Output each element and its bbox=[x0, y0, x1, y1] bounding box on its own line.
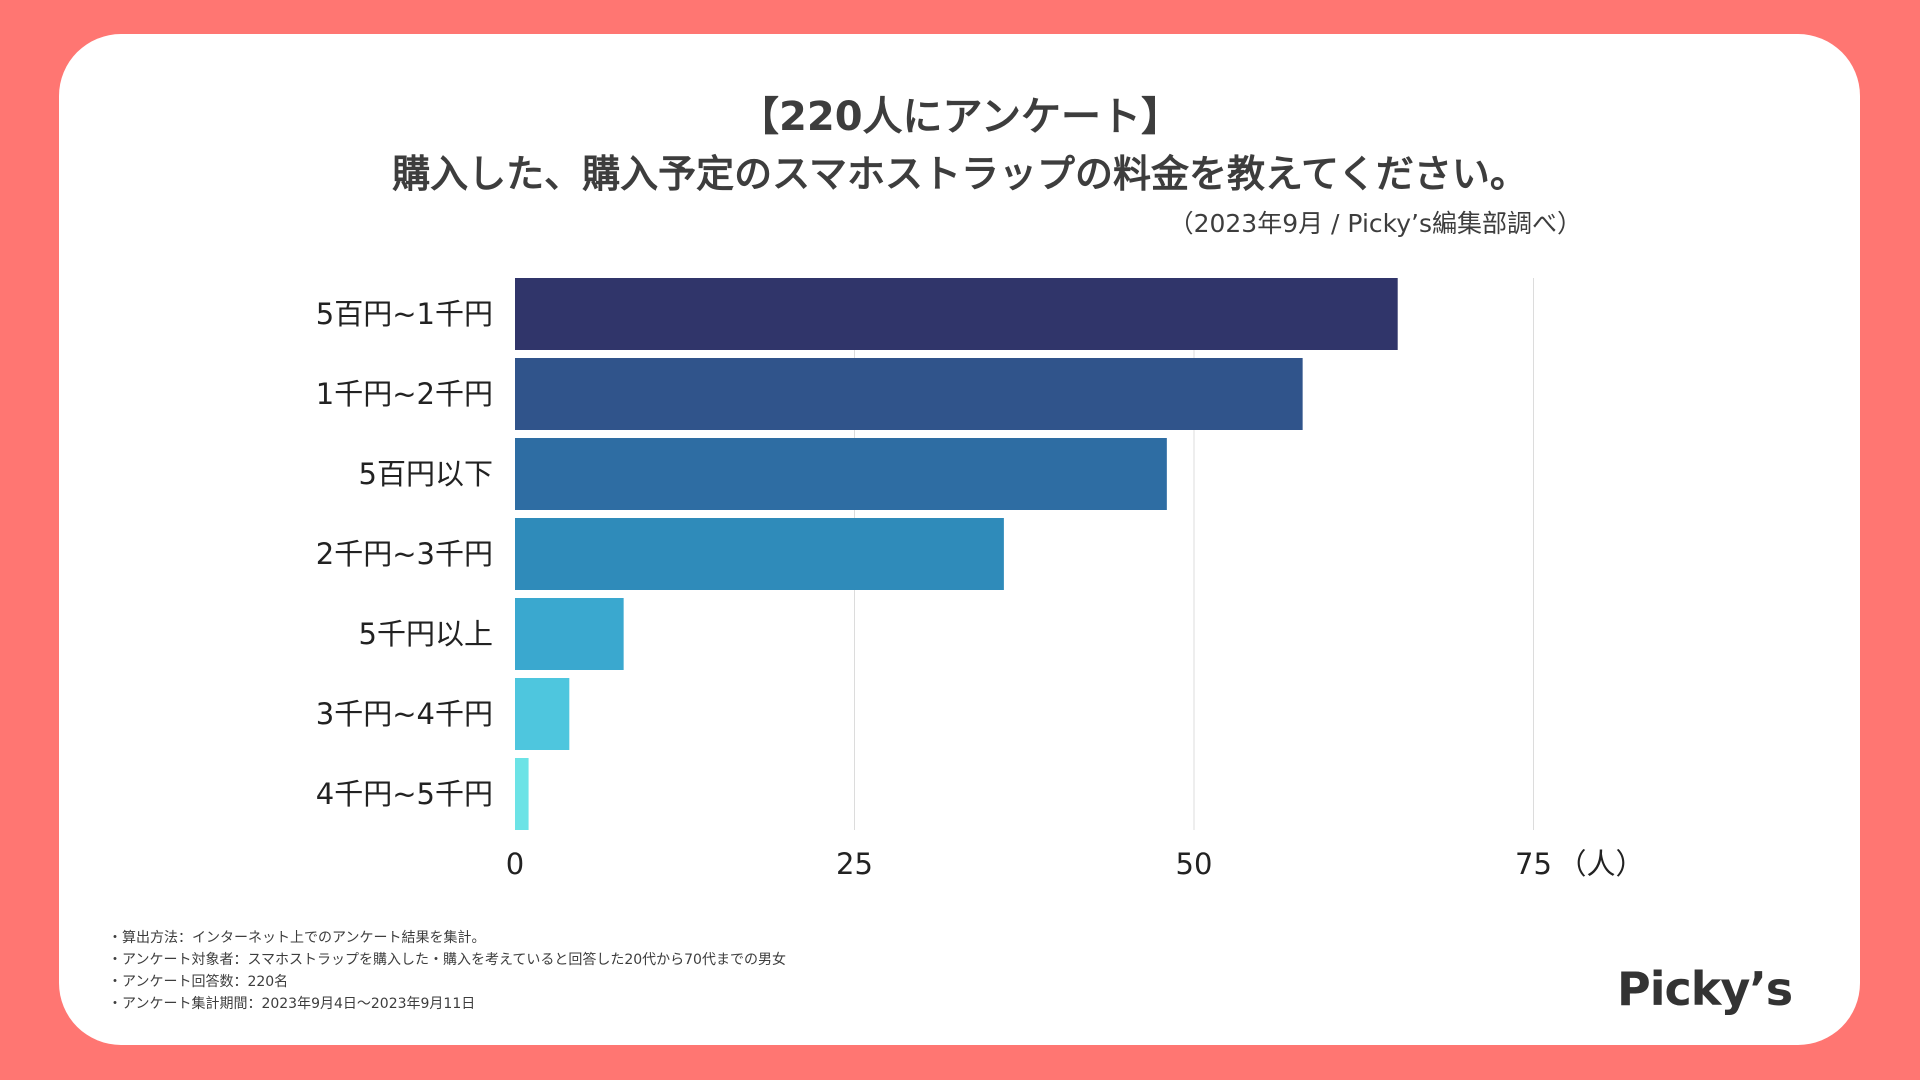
category-labels: 5百円~1千円 1千円~2千円 5百円以下 2千円~3千円 5千円以上 3千円~4千円 4千… bbox=[316, 297, 493, 811]
chart-title-line1: 【220人にアンケート】 bbox=[739, 94, 1181, 140]
bar bbox=[515, 278, 1398, 350]
category-label: 2千円~3千円 bbox=[316, 537, 493, 571]
note-line: ・アンケート集計期間：2023年9月4日〜2023年9月11日 bbox=[108, 996, 476, 1012]
x-axis-unit: （人） bbox=[1558, 847, 1645, 881]
bar bbox=[515, 598, 624, 670]
note-line: ・アンケート対象者：スマホストラップを購入した・購入を考えていると回答した20代… bbox=[108, 952, 786, 968]
x-tick-label: 25 bbox=[836, 847, 873, 881]
chart-title-line2: 購入した、購入予定のスマホストラップの料金を教えてください。 bbox=[392, 152, 1528, 196]
bar bbox=[515, 358, 1303, 430]
note-line: ・算出方法：インターネット上でのアンケート結果を集計。 bbox=[108, 930, 486, 946]
bar bbox=[515, 518, 1004, 590]
category-label: 5百円以下 bbox=[359, 457, 493, 491]
chart-source: （2023年9月 / Picky’s編集部調べ） bbox=[1168, 209, 1582, 238]
note-line: ・アンケート回答数：220名 bbox=[108, 974, 289, 990]
category-label: 5百円~1千円 bbox=[316, 297, 493, 331]
category-label: 3千円~4千円 bbox=[316, 697, 493, 731]
bar bbox=[515, 438, 1167, 510]
picky-logo: Picky’s bbox=[1617, 962, 1793, 1016]
survey-notes: ・算出方法：インターネット上でのアンケート結果を集計。 ・アンケート対象者：スマ… bbox=[108, 927, 786, 1015]
x-tick-label: 50 bbox=[1176, 847, 1213, 881]
category-label: 5千円以上 bbox=[359, 617, 493, 651]
category-label: 4千円~5千円 bbox=[316, 777, 493, 811]
category-label: 1千円~2千円 bbox=[316, 377, 493, 411]
bar bbox=[515, 678, 570, 750]
x-axis-ticks: 0 25 50 75 （人） bbox=[506, 847, 1645, 881]
bars bbox=[515, 278, 1398, 830]
bar bbox=[515, 758, 529, 830]
x-tick-label: 75 bbox=[1515, 847, 1552, 881]
x-tick-label: 0 bbox=[506, 847, 524, 881]
